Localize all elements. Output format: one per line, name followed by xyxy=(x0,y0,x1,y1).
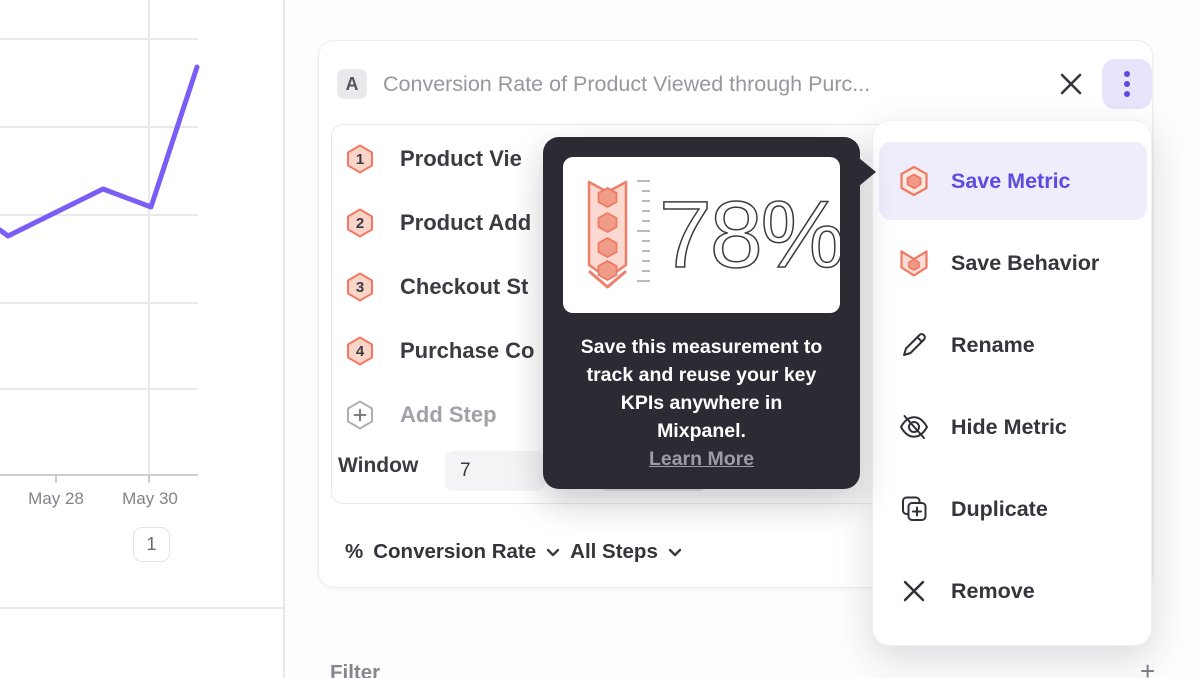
gridline-v xyxy=(148,0,150,474)
svg-text:3: 3 xyxy=(356,279,364,296)
add-filter-button[interactable]: + xyxy=(1140,656,1156,678)
svg-text:2: 2 xyxy=(356,215,364,232)
duplicate-icon xyxy=(902,496,927,521)
x-axis-label: May 28 xyxy=(28,489,84,508)
x-icon xyxy=(903,580,925,602)
step-number-hexagon-icon: 2 xyxy=(347,208,373,238)
gridline-h xyxy=(0,388,198,390)
conversion-line xyxy=(0,64,200,239)
eye-off-icon xyxy=(900,415,928,439)
dots-menu-icon xyxy=(1124,71,1130,77)
filter-section-label: Filter xyxy=(330,661,381,678)
step-label: Product Vie xyxy=(400,146,522,171)
chevron-down-icon xyxy=(546,548,560,556)
step-number-hexagon-icon: 3 xyxy=(347,272,373,302)
step-label: Checkout St xyxy=(400,274,529,299)
x-tick xyxy=(55,475,57,483)
tooltip-message: Save this measurement to track and reuse… xyxy=(580,336,823,470)
metric-type-label: Conversion Rate xyxy=(373,540,537,563)
funnel-step-row[interactable]: 4 Purchase Co xyxy=(332,334,535,368)
x-axis xyxy=(0,474,198,476)
panel-title: Conversion Rate of Product Viewed throug… xyxy=(383,72,871,96)
metric-type-selector[interactable]: % Conversion Rate All Steps xyxy=(345,536,682,568)
step-number-hexagon-icon: 4 xyxy=(347,336,373,366)
save-metric-hexagon-icon xyxy=(900,165,928,197)
menu-item-remove[interactable]: Remove xyxy=(879,552,1147,630)
menu-item-rename[interactable]: Rename xyxy=(879,306,1147,384)
window-value-input[interactable] xyxy=(445,451,545,491)
pagination-badge[interactable]: 1 xyxy=(133,527,170,562)
funnel-ruler-illustration-icon: 78% xyxy=(587,180,840,289)
section-divider xyxy=(0,607,284,609)
add-step-button[interactable]: Add Step xyxy=(332,398,497,432)
pencil-icon xyxy=(903,333,926,356)
save-behavior-bookmark-icon xyxy=(900,250,928,277)
percent-icon: % xyxy=(345,540,364,563)
more-options-button[interactable] xyxy=(1102,59,1152,109)
close-button[interactable] xyxy=(1057,70,1085,98)
close-icon xyxy=(1060,73,1082,95)
series-badge: A xyxy=(337,69,367,99)
add-step-hexagon-icon xyxy=(347,400,373,430)
funnel-step-row[interactable]: 1 Product Vie xyxy=(332,142,522,176)
menu-item-save-metric[interactable]: Save Metric xyxy=(879,142,1147,220)
tooltip-illustration: 78% xyxy=(563,157,840,313)
svg-text:4: 4 xyxy=(356,343,365,360)
x-axis-label: May 30 xyxy=(122,489,178,508)
save-metric-tooltip: 78% Save this measurement to track and r… xyxy=(543,137,876,489)
gridline-h xyxy=(0,126,198,128)
gridline-h xyxy=(0,302,198,304)
gridline-h xyxy=(0,38,198,40)
chevron-down-icon xyxy=(668,548,682,556)
gridline-h xyxy=(0,214,198,216)
funnel-step-row[interactable]: 2 Product Add xyxy=(332,206,531,240)
funnel-step-row[interactable]: 3 Checkout St xyxy=(332,270,528,304)
menu-item-hide-metric[interactable]: Hide Metric xyxy=(879,388,1147,466)
tooltip-arrow xyxy=(859,158,876,186)
vertical-divider xyxy=(283,0,285,678)
x-tick xyxy=(148,475,150,483)
step-number-hexagon-icon: 1 xyxy=(347,144,373,174)
svg-text:1: 1 xyxy=(356,151,364,168)
window-label: Window xyxy=(338,454,419,477)
step-label: Product Add xyxy=(400,210,532,235)
menu-item-duplicate[interactable]: Duplicate xyxy=(879,470,1147,548)
learn-more-link[interactable]: Learn More xyxy=(648,448,755,470)
line-chart-fragment: May 28 May 30 1 xyxy=(0,0,284,678)
tooltip-percentage: 78% xyxy=(659,182,840,288)
step-label: Purchase Co xyxy=(400,338,535,363)
menu-item-save-behavior[interactable]: Save Behavior xyxy=(879,224,1147,302)
add-step-label: Add Step xyxy=(400,402,497,427)
metric-options-menu: Save Metric Save Behavior Rename Hi xyxy=(872,120,1152,646)
steps-scope-label: All Steps xyxy=(570,540,658,563)
